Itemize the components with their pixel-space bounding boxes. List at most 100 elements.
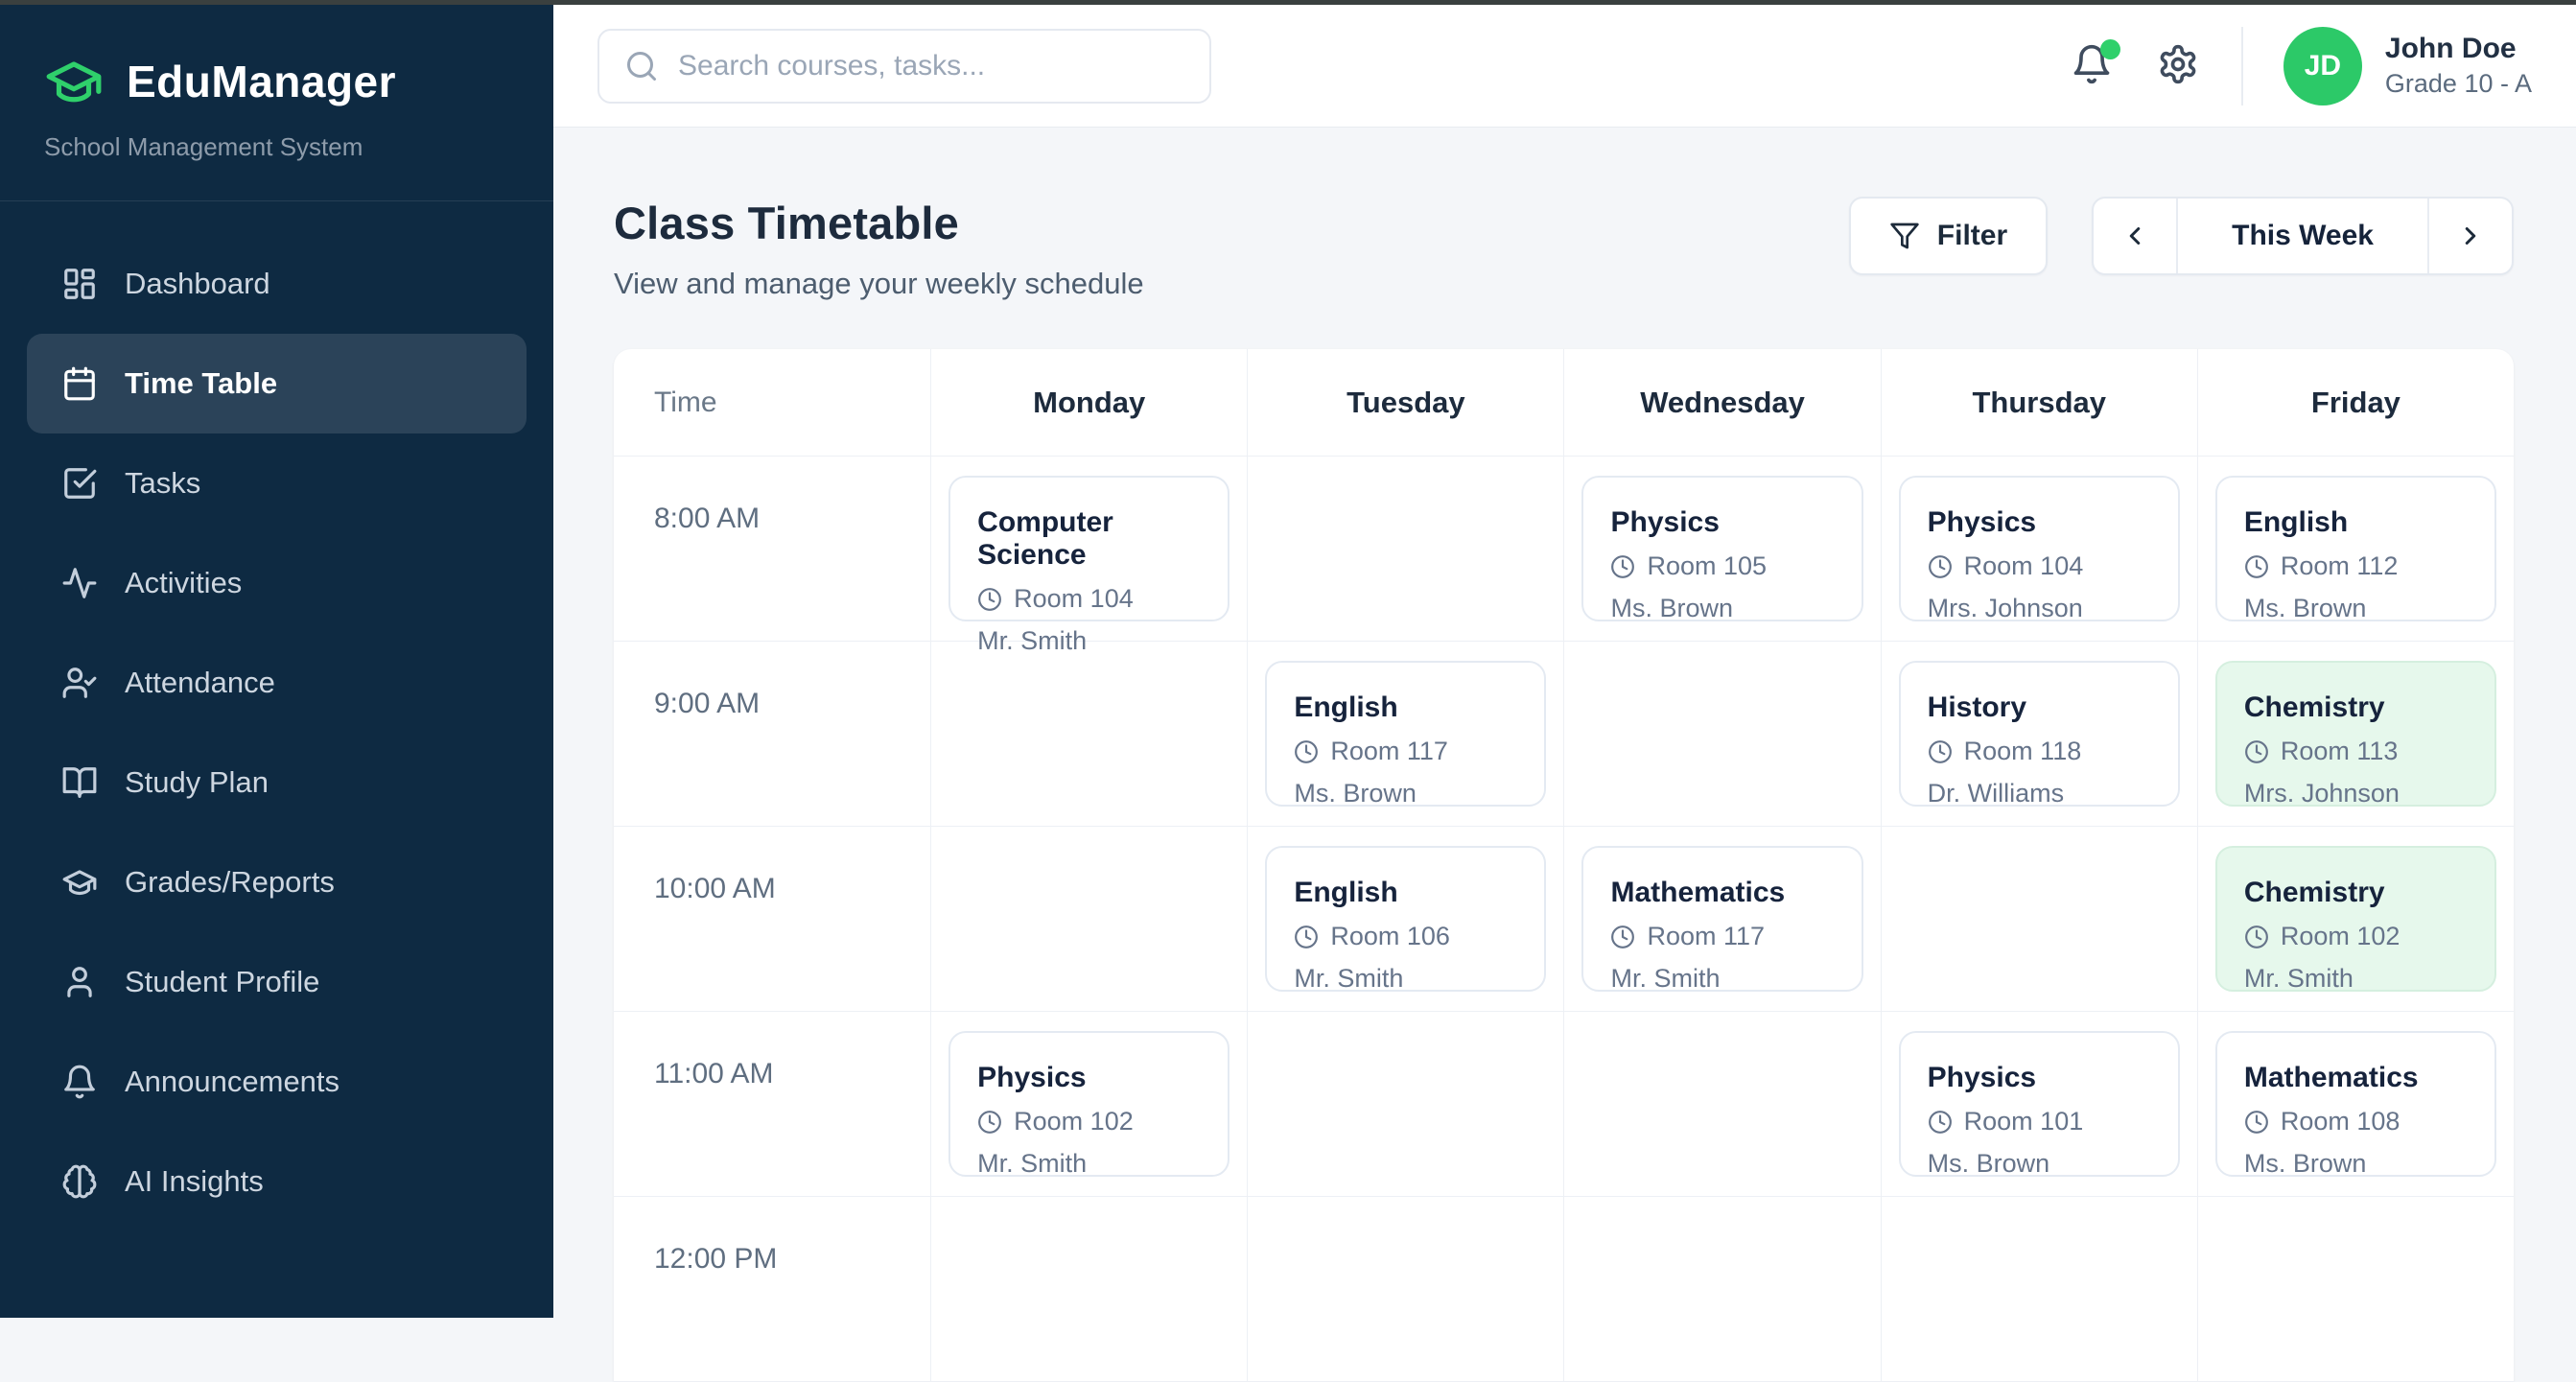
calendar-icon bbox=[64, 366, 95, 401]
class-card-mathematics[interactable]: Mathematics Room 108 Ms. Brown bbox=[2214, 1031, 2496, 1178]
column-header-monday: Monday bbox=[930, 349, 1248, 457]
clock-icon bbox=[1611, 554, 1635, 578]
user-icon bbox=[67, 967, 92, 997]
time-label: 9:00 AM bbox=[654, 688, 761, 719]
class-room-row: Room 106 bbox=[1294, 922, 1517, 951]
sidebar-item-announcements[interactable]: Announcements bbox=[27, 1032, 527, 1132]
class-card-chemistry[interactable]: Chemistry Room 102 Mr. Smith bbox=[2214, 846, 2496, 993]
class-teacher: Ms. Brown bbox=[2243, 594, 2367, 622]
day-cell-monday bbox=[930, 1197, 1248, 1382]
day-cell-friday: Chemistry Room 113 Mrs. Johnson bbox=[2196, 642, 2514, 827]
class-room: Room 106 bbox=[1330, 922, 1450, 950]
clock-icon bbox=[1928, 739, 1952, 763]
class-teacher: Mr. Smith bbox=[977, 1149, 1088, 1178]
class-card-physics[interactable]: Physics Room 105 Ms. Brown bbox=[1581, 476, 1863, 622]
timetable-row: 8:00 AM Computer Science Room 104 Mr. Smith… bbox=[614, 457, 2514, 655]
sidebar-item-time-table[interactable]: Time Table bbox=[27, 334, 527, 433]
day-cell-tuesday: English Room 117 Ms. Brown bbox=[1247, 642, 1564, 827]
class-card-english[interactable]: English Room 106 Mr. Smith bbox=[1265, 846, 1547, 993]
class-card-physics[interactable]: Physics Room 102 Mr. Smith bbox=[948, 1031, 1230, 1178]
sidebar-item-student-profile[interactable]: Student Profile bbox=[27, 932, 527, 1032]
day-cell-friday: Chemistry Room 102 Mr. Smith bbox=[2196, 827, 2514, 1012]
notifications-button[interactable] bbox=[2069, 38, 2120, 89]
topbar: JD John Doe Grade 10 - A bbox=[553, 5, 2576, 128]
sidebar-item-activities[interactable]: Activities bbox=[27, 533, 527, 633]
day-cell-tuesday bbox=[1247, 457, 1564, 642]
timetable-row: 12:00 PM bbox=[614, 1197, 2514, 1382]
class-card-chemistry[interactable]: Chemistry Room 113 Mrs. Johnson bbox=[2214, 661, 2496, 808]
day-cell-wednesday bbox=[1563, 642, 1881, 827]
next-week-button[interactable] bbox=[2427, 199, 2512, 273]
class-room-row: Room 113 bbox=[2244, 737, 2468, 766]
class-room-row: Room 117 bbox=[1294, 737, 1517, 766]
class-room: Room 117 bbox=[1647, 922, 1766, 950]
class-room: Room 108 bbox=[2280, 1107, 2400, 1136]
sidebar-item-tasks[interactable]: Tasks bbox=[27, 433, 527, 533]
class-teacher: Ms. Brown bbox=[1927, 1149, 2050, 1178]
class-room: Room 102 bbox=[2280, 922, 2400, 950]
class-room-row: Room 101 bbox=[1928, 1107, 2151, 1136]
timetable-header-row: Time Monday Tuesday Wednesday Thursday Friday bbox=[614, 349, 2514, 457]
window-top-strip bbox=[0, 0, 2576, 5]
column-header-wednesday: Wednesday bbox=[1563, 349, 1881, 457]
class-teacher: Dr. Williams bbox=[1927, 779, 2065, 808]
class-room-row: Room 104 bbox=[1928, 551, 2151, 581]
class-card-history[interactable]: History Room 118 Dr. Williams bbox=[1898, 661, 2180, 808]
clock-icon bbox=[1928, 554, 1952, 578]
class-card-english[interactable]: English Room 112 Ms. Brown bbox=[2214, 476, 2496, 622]
week-selector: This Week bbox=[2092, 197, 2514, 275]
class-teacher: Mr. Smith bbox=[1294, 964, 1404, 993]
filter-button[interactable]: Filter bbox=[1848, 197, 2049, 275]
bell-icon bbox=[64, 1065, 95, 1099]
activity-pulse-icon bbox=[62, 568, 97, 598]
class-room: Room 101 bbox=[1963, 1107, 2084, 1136]
previous-week-button[interactable] bbox=[2094, 199, 2179, 273]
clock-icon bbox=[978, 587, 1002, 611]
class-teacher: Ms. Brown bbox=[1610, 594, 1734, 622]
search-input[interactable] bbox=[678, 49, 1184, 82]
class-room: Room 104 bbox=[1963, 551, 2084, 580]
sidebar-item-label: Student Profile bbox=[125, 965, 320, 998]
clock-icon bbox=[978, 1110, 1002, 1134]
avatar: JD bbox=[2283, 26, 2362, 105]
day-cell-wednesday bbox=[1563, 1012, 1881, 1197]
class-card-mathematics[interactable]: Mathematics Room 117 Mr. Smith bbox=[1581, 846, 1863, 993]
class-subject: Physics bbox=[1927, 1062, 2037, 1093]
class-subject: Physics bbox=[1610, 506, 1720, 538]
app-title: EduManager bbox=[127, 57, 397, 106]
brain-icon bbox=[62, 1164, 97, 1199]
user-check-icon bbox=[62, 668, 97, 698]
sidebar-item-ai-insights[interactable]: AI Insights bbox=[27, 1132, 527, 1231]
day-cell-wednesday bbox=[1563, 1197, 1881, 1382]
sidebar-item-study-plan[interactable]: Study Plan bbox=[27, 733, 527, 832]
filter-funnel-icon bbox=[1890, 223, 1919, 249]
search-box bbox=[597, 28, 1211, 104]
class-card-physics[interactable]: Physics Room 101 Ms. Brown bbox=[1898, 1031, 2180, 1178]
page-subtitle: View and manage your weekly schedule bbox=[614, 267, 1144, 300]
class-subject: Physics bbox=[977, 1062, 1087, 1093]
clock-icon bbox=[1611, 925, 1635, 949]
class-subject: Computer Science bbox=[977, 506, 1113, 571]
class-card-physics[interactable]: Physics Room 104 Mrs. Johnson bbox=[1898, 476, 2180, 622]
class-room: Room 117 bbox=[1330, 737, 1448, 765]
user-menu[interactable]: JD John Doe Grade 10 - A bbox=[2283, 26, 2532, 105]
sidebar-item-attendance[interactable]: Attendance bbox=[27, 633, 527, 733]
class-card-computer-science[interactable]: Computer Science Room 104 Mr. Smith bbox=[948, 476, 1230, 655]
week-label: This Week bbox=[2232, 220, 2374, 251]
class-card-english[interactable]: English Room 117 Ms. Brown bbox=[1265, 661, 1547, 808]
class-room-row: Room 105 bbox=[1610, 551, 1834, 581]
page-header: Class Timetable View and manage your wee… bbox=[614, 197, 2514, 301]
time-cell: 12:00 PM bbox=[614, 1197, 931, 1382]
topbar-divider bbox=[2240, 26, 2243, 105]
sidebar-item-grades-reports[interactable]: Grades/Reports bbox=[27, 832, 527, 932]
app-logo: EduManager bbox=[0, 0, 553, 111]
settings-button[interactable] bbox=[2155, 43, 2201, 89]
clock-icon bbox=[1928, 1110, 1952, 1134]
class-subject: Physics bbox=[1927, 506, 2037, 538]
time-cell: 10:00 AM bbox=[614, 827, 931, 1012]
class-room-row: Room 104 bbox=[977, 584, 1201, 614]
sidebar-item-dashboard[interactable]: Dashboard bbox=[27, 234, 527, 334]
day-cell-thursday: History Room 118 Dr. Williams bbox=[1880, 642, 2197, 827]
header-actions: Filter This Week bbox=[1848, 197, 2514, 275]
class-room-row: Room 108 bbox=[2244, 1107, 2468, 1136]
